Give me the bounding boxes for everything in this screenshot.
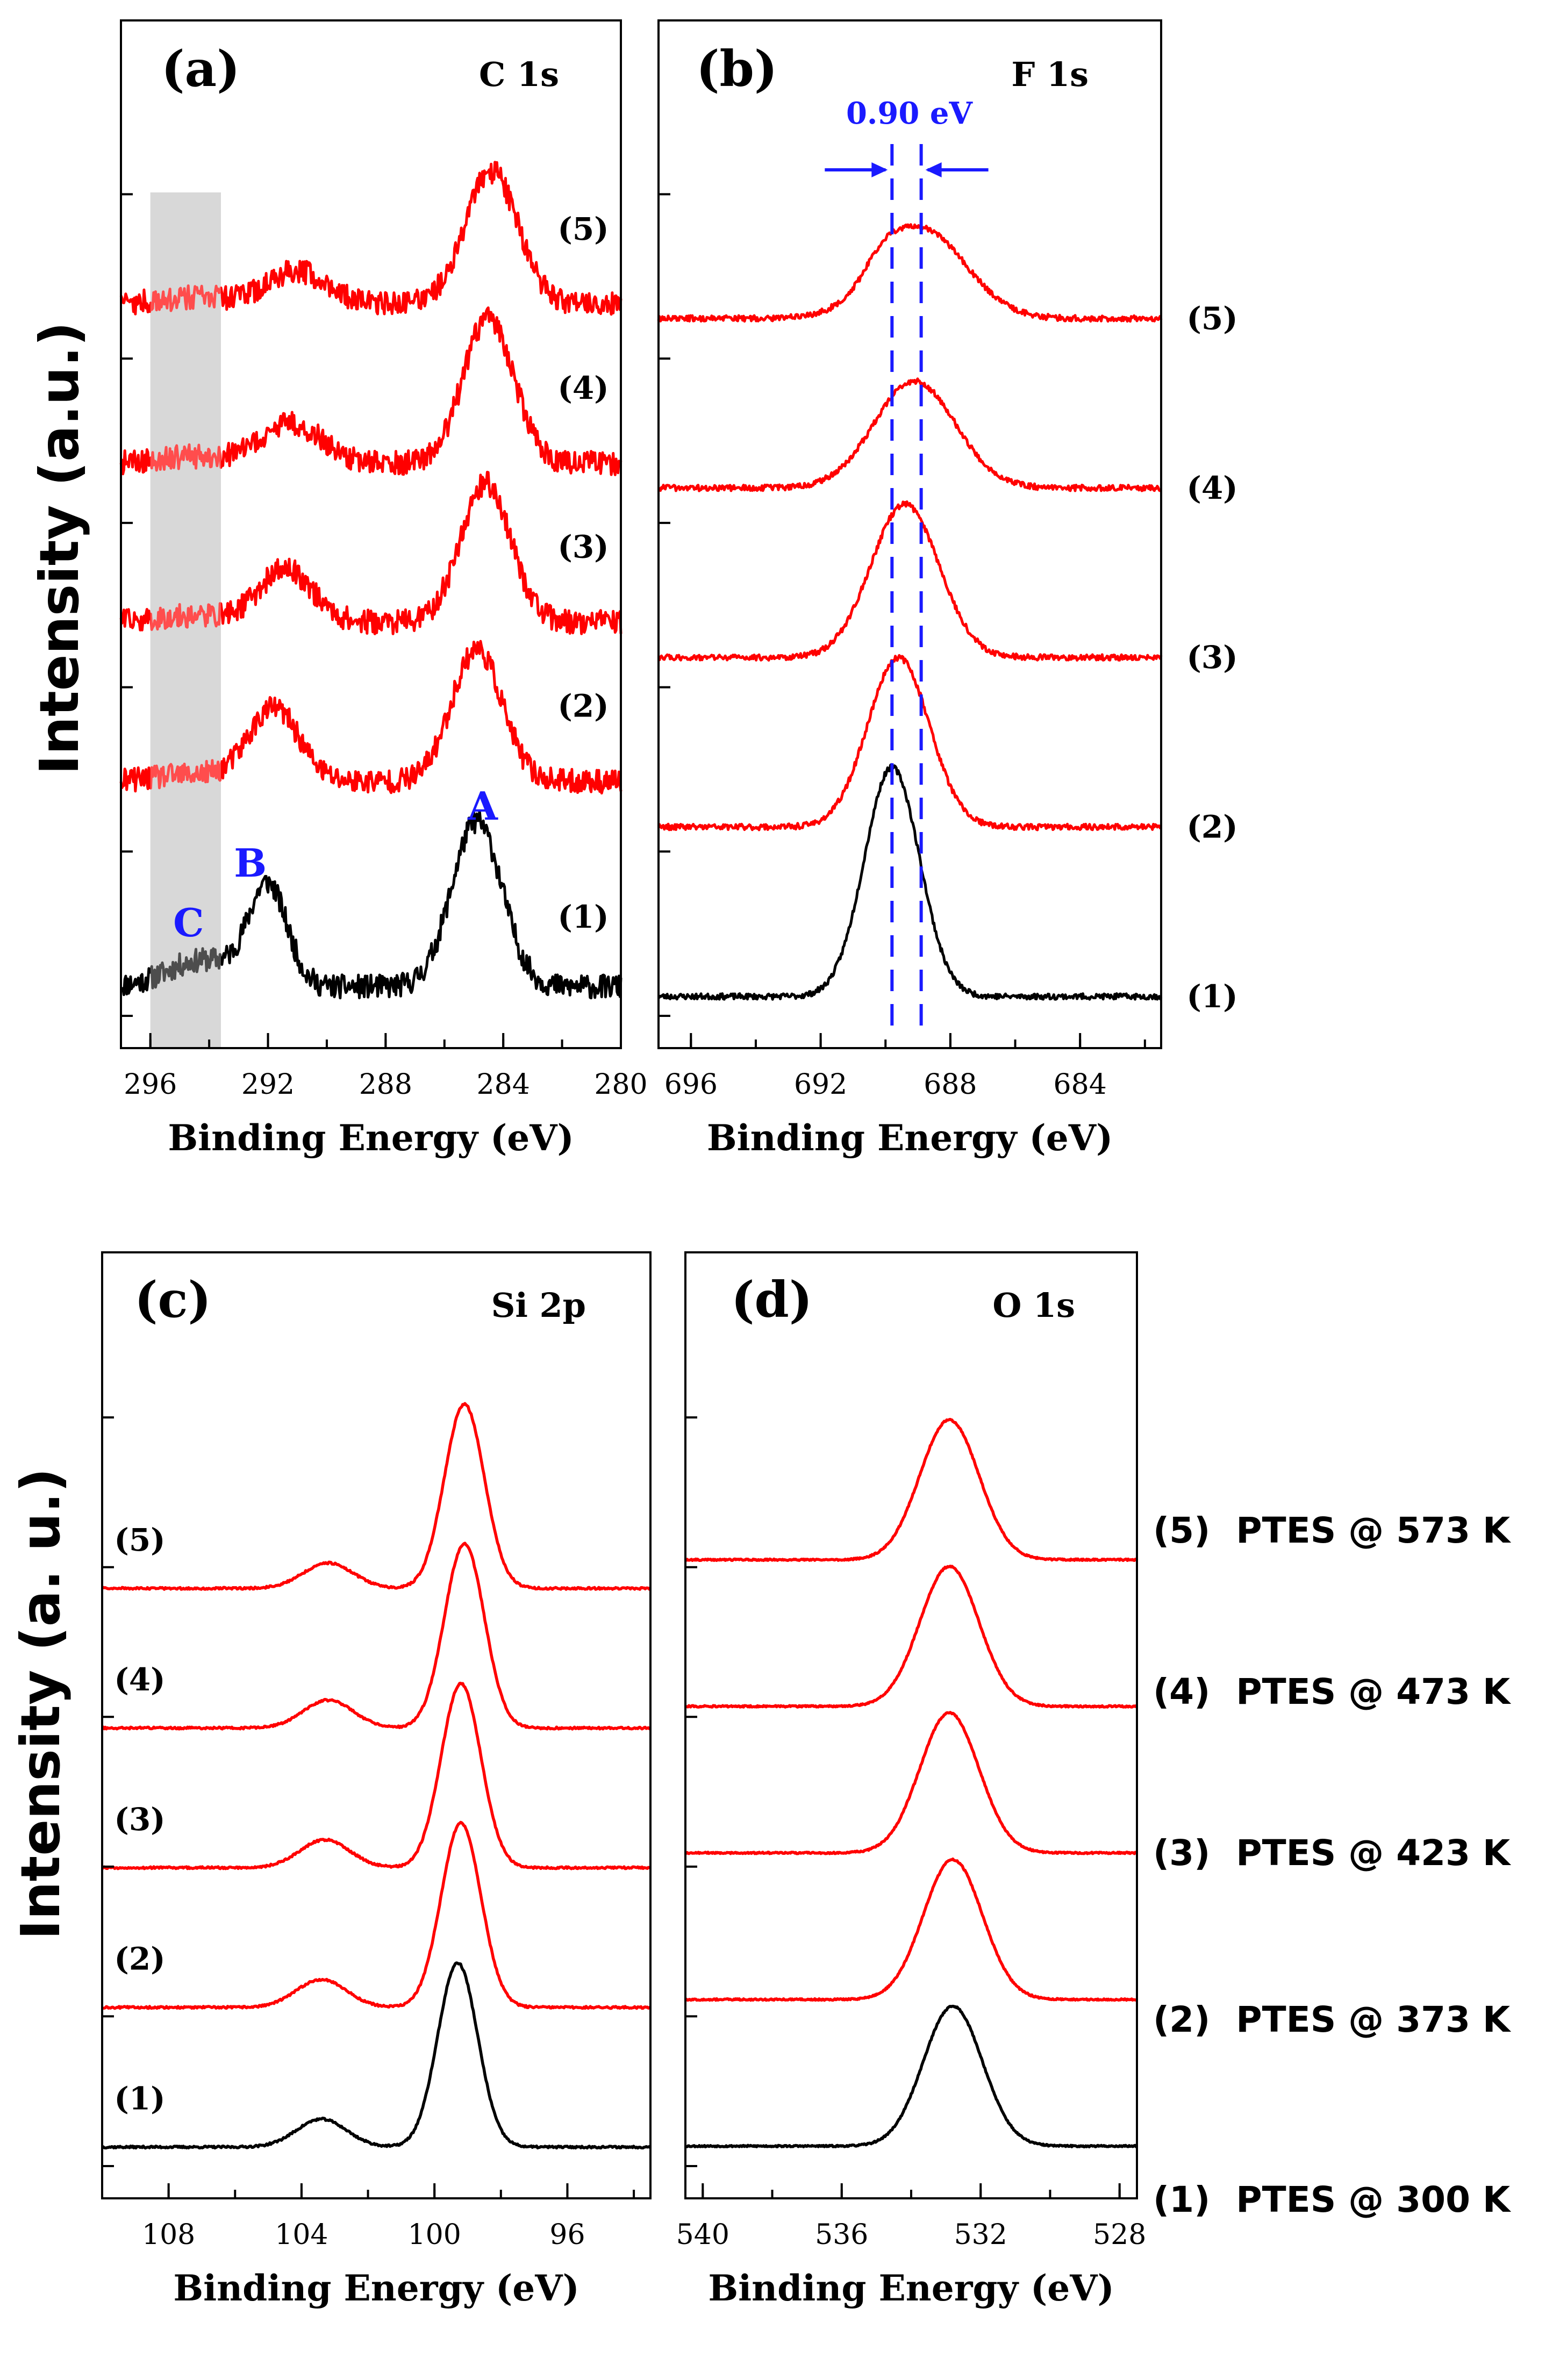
panel-d-label: (d) xyxy=(731,1271,812,1329)
panel-b-spectrum-1 xyxy=(657,763,1163,1001)
panel-b-spectrum-3 xyxy=(657,500,1163,662)
panel-c-spectrum-3 xyxy=(102,1681,652,1870)
panel-c-spectrum-1 xyxy=(101,1961,652,2150)
legend-entry-2-label: PTES @ 373 K xyxy=(1236,1999,1512,2040)
legend-entry-1-num: (1) xyxy=(1153,2179,1210,2220)
panel-b-x-tick-label: 696 xyxy=(664,1069,718,1101)
panel-d-spectrum-3 xyxy=(684,1711,1138,1855)
panel-a-spectrum-4 xyxy=(119,306,622,476)
panel-c-spectrum-4 xyxy=(102,1542,651,1731)
panel-a-spectrum-label-3: (3) xyxy=(557,529,609,565)
panel-c-x-axis-label: Binding Energy (eV) xyxy=(173,2267,579,2309)
legend-entry-4-num: (4) xyxy=(1153,1671,1210,1712)
panel-b-spectrum-label-2: (2) xyxy=(1186,809,1237,845)
panel-b-x-tick-label: 688 xyxy=(924,1069,977,1101)
panel-a-x-tick-label: 292 xyxy=(241,1069,295,1101)
legend-entry-4: (4) PTES @ 473 K xyxy=(1153,1671,1512,1712)
legend-entry-5-num: (5) xyxy=(1153,1510,1210,1551)
panel-b-title: F 1s xyxy=(1011,55,1089,94)
panel-b-spectrum-label-4: (4) xyxy=(1186,470,1237,506)
panel-d-x-tick-label: 532 xyxy=(954,2219,1007,2251)
panel-c-frame xyxy=(101,1251,652,2199)
panel-b: 696 692 688 684 Binding Energy (eV) (b) F 1s (1… xyxy=(657,19,1238,1159)
panel-c-spectrum-5 xyxy=(101,1402,652,1591)
legend-entry-4-label: PTES @ 473 K xyxy=(1236,1671,1512,1712)
legend-entry-1: (1) PTES @ 300 K xyxy=(1153,2179,1512,2220)
legend: (5) PTES @ 573 K (4) PTES @ 473 K (3) PT… xyxy=(1153,1510,1512,2220)
panels: 296 292 288 284 280 Binding Energy (eV) (a) C 1… xyxy=(101,19,1238,2309)
panel-b-spectrum-label-1: (1) xyxy=(1186,978,1237,1015)
panel-d-x-tick-label: 536 xyxy=(815,2219,868,2251)
panel-b-x-tick-label: 684 xyxy=(1054,1069,1107,1101)
panel-d-spectrum-2 xyxy=(684,1857,1139,2002)
panel-a-spectrum-label-1: (1) xyxy=(557,899,609,935)
panel-a-x-tick-label: 284 xyxy=(477,1069,530,1101)
y-axis-label-top: Intensity (a.u.) xyxy=(28,322,91,775)
y-axis-label-bottom: Intensity (a. u.) xyxy=(9,1468,72,1940)
panel-d-title: O 1s xyxy=(992,1286,1075,1325)
panel-d-x-tick-label: 528 xyxy=(1093,2219,1146,2251)
panel-a-spectrum-5 xyxy=(119,161,622,316)
panel-a-x-axis-label: Binding Energy (eV) xyxy=(168,1117,574,1159)
panel-b-spectrum-label-5: (5) xyxy=(1186,300,1237,336)
panel-c-spectrum-label-1: (1) xyxy=(114,2081,165,2117)
panel-b-x-tick-label: 692 xyxy=(794,1069,847,1101)
panel-c-spectrum-label-2: (2) xyxy=(114,1941,165,1977)
panel-a-peak-label-b: B xyxy=(234,840,267,886)
panel-d-x-axis-label: Binding Energy (eV) xyxy=(708,2267,1114,2309)
panel-a-frame xyxy=(120,19,622,1049)
legend-entry-5: (5) PTES @ 573 K xyxy=(1153,1510,1512,1551)
panel-a-peak-label-a: A xyxy=(467,783,498,829)
panel-c-spectrum-2 xyxy=(102,1820,652,2010)
panel-b-spectrum-label-3: (3) xyxy=(1186,639,1237,676)
legend-entry-2-num: (2) xyxy=(1153,1999,1210,2040)
panel-b-shift-label: 0.90 eV xyxy=(846,96,974,131)
panel-b-shift-arrowhead-right xyxy=(925,162,942,177)
panel-d-spectrum-4 xyxy=(684,1565,1138,1709)
panel-b-x-axis-label: Binding Energy (eV) xyxy=(707,1117,1113,1159)
panel-d-x-tick-label: 540 xyxy=(676,2219,729,2251)
panel-d-spectrum-1 xyxy=(684,2004,1139,2149)
panel-a-highlight-overlay xyxy=(150,192,221,1048)
panel-a-peak-label-c: C xyxy=(173,900,204,945)
legend-entry-3-label: PTES @ 423 K xyxy=(1236,1832,1512,1874)
panel-b-spectrum-2 xyxy=(657,654,1163,831)
legend-entry-5-label: PTES @ 573 K xyxy=(1236,1510,1512,1551)
panel-a-spectrum-label-5: (5) xyxy=(557,211,609,247)
panel-a-x-tick-label: 280 xyxy=(594,1069,647,1101)
panel-d: 540 536 532 528 Binding Energy (eV) (d) O 1s xyxy=(676,1251,1146,2309)
legend-entry-2: (2) PTES @ 373 K xyxy=(1153,1999,1512,2040)
panel-c: 108 104 100 96 Binding Energy (eV) (c) Si 2p (1… xyxy=(101,1251,652,2309)
legend-entry-3: (3) PTES @ 423 K xyxy=(1153,1832,1512,1874)
panel-d-spectrum-5 xyxy=(684,1417,1139,1562)
panel-a-x-tick-label: 288 xyxy=(359,1069,412,1101)
panel-b-shift-arrowhead-left xyxy=(871,162,888,177)
panel-a-spectrum-2 xyxy=(119,640,622,795)
panel-b-frame xyxy=(657,19,1162,1049)
panel-c-label: (c) xyxy=(134,1271,211,1329)
panel-c-x-tick-label: 96 xyxy=(549,2219,585,2251)
panel-a-spectrum-1 xyxy=(120,809,622,1000)
panel-c-spectrum-label-4: (4) xyxy=(114,1661,165,1698)
legend-entry-3-num: (3) xyxy=(1153,1832,1210,1874)
panel-b-spectrum-4 xyxy=(657,377,1162,492)
panel-a-spectrum-label-2: (2) xyxy=(557,688,609,725)
legend-entry-1-label: PTES @ 300 K xyxy=(1236,2179,1512,2220)
panel-a-spectrum-3 xyxy=(119,470,622,635)
panel-a-label: (a) xyxy=(161,40,240,98)
panel-c-spectrum-label-3: (3) xyxy=(114,1801,165,1838)
panel-c-x-tick-label: 100 xyxy=(408,2219,461,2251)
panel-c-x-tick-label: 108 xyxy=(142,2219,195,2251)
panel-a-spectrum-label-4: (4) xyxy=(557,370,609,406)
panel-c-spectrum-label-5: (5) xyxy=(114,1522,165,1558)
panel-a-x-tick-label: 296 xyxy=(124,1069,177,1101)
panel-c-title: Si 2p xyxy=(491,1286,586,1325)
panel-c-x-tick-label: 104 xyxy=(275,2219,328,2251)
panel-a: 296 292 288 284 280 Binding Energy (eV) (a) C 1… xyxy=(119,19,648,1159)
panel-b-label: (b) xyxy=(696,40,777,98)
panel-a-title: C 1s xyxy=(479,55,559,94)
panel-b-spectrum-5 xyxy=(657,223,1163,323)
